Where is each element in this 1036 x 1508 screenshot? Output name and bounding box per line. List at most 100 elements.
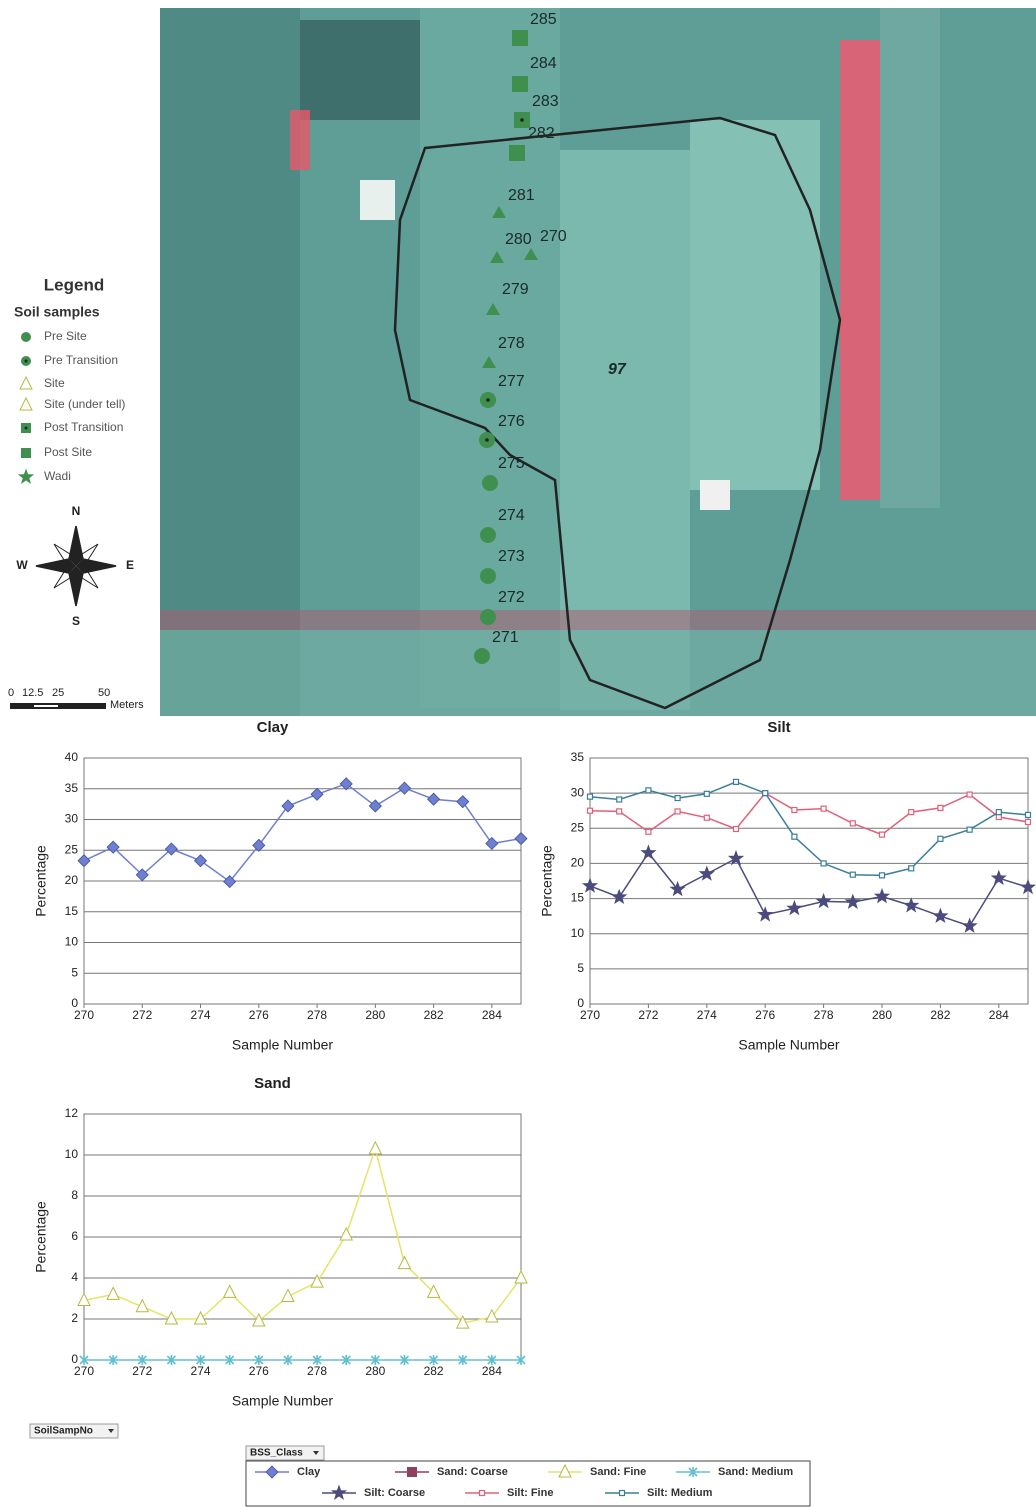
data-point	[586, 807, 594, 814]
plot-frame	[83, 757, 522, 1005]
data-point	[849, 820, 856, 827]
data-point	[370, 1355, 380, 1365]
data-point	[310, 1273, 324, 1288]
data-point	[341, 1355, 351, 1365]
sample-label: 277	[498, 373, 525, 390]
data-point	[79, 1355, 89, 1365]
legend-label: Sand: Fine	[590, 1466, 646, 1478]
sample-marker	[486, 303, 500, 315]
compass-e: E	[126, 558, 134, 572]
data-point	[485, 836, 499, 851]
sample-label: 279	[502, 281, 529, 298]
data-point	[106, 1286, 120, 1300]
x-tick-label: 280	[365, 1364, 385, 1378]
data-point	[166, 1355, 176, 1365]
data-point	[878, 872, 886, 879]
data-point	[485, 1308, 499, 1323]
sample-marker	[512, 30, 528, 46]
series-line	[589, 792, 1029, 836]
y-tick-label: 35	[65, 781, 79, 795]
x-tick-label: 282	[424, 1364, 444, 1378]
data-point	[225, 1355, 235, 1365]
legend-marker	[558, 1463, 572, 1478]
row-field-label: SoilSampNo	[34, 1426, 93, 1437]
y-axis-label: Percentage	[33, 1201, 49, 1273]
sample-marker	[490, 251, 504, 263]
data-point	[137, 1355, 147, 1365]
series-line	[83, 1146, 522, 1324]
y-tick-label: 10	[571, 926, 585, 940]
legend-marker	[618, 1489, 626, 1497]
y-tick-label: 15	[65, 904, 79, 918]
data-point	[995, 809, 1002, 816]
data-point	[368, 1140, 383, 1155]
data-point	[135, 868, 149, 882]
x-tick-label: 280	[872, 1008, 892, 1022]
plot-frame	[589, 757, 1029, 1005]
map-legend-label: Pre Transition	[44, 353, 118, 367]
series-line	[83, 782, 522, 883]
sample-label: 270	[540, 228, 567, 245]
scale-label: 12.5	[22, 687, 43, 699]
data-point	[193, 1310, 208, 1325]
data-point	[399, 1355, 410, 1365]
legend-label: Sand: Medium	[718, 1466, 793, 1478]
legend-label: Clay	[297, 1466, 321, 1478]
data-point	[281, 1288, 295, 1302]
sample-marker	[524, 248, 538, 260]
data-point	[514, 831, 528, 846]
x-tick-label: 284	[989, 1008, 1009, 1022]
x-tick-label: 284	[482, 1008, 502, 1022]
data-point	[757, 906, 774, 922]
row-field-button[interactable]	[29, 1423, 119, 1439]
x-tick-label: 272	[638, 1008, 658, 1022]
y-tick-label: 40	[65, 750, 79, 764]
chart-title: Clay	[257, 719, 289, 736]
chart-title: Silt	[767, 719, 790, 736]
data-point	[703, 790, 710, 797]
x-tick-label: 274	[697, 1008, 717, 1022]
x-tick-label: 278	[307, 1364, 327, 1378]
data-point	[937, 835, 944, 842]
data-point	[223, 875, 237, 889]
data-point	[108, 1355, 118, 1365]
data-point	[222, 1284, 237, 1298]
data-point	[251, 1312, 266, 1327]
data-point	[873, 888, 891, 904]
y-tick-label: 20	[571, 856, 585, 870]
map-overlay: 285 284 283 282 281 280 270 279 278 277 276 275 274 2…	[474, 11, 627, 664]
y-tick-label: 25	[65, 842, 79, 856]
sample-label: 283	[532, 93, 559, 110]
y-tick-label: 10	[65, 935, 79, 949]
data-point	[820, 805, 827, 812]
data-point	[961, 917, 978, 933]
sample-marker	[482, 475, 498, 491]
y-axis-label: Percentage	[539, 845, 555, 917]
data-point	[908, 865, 915, 872]
sample-label: 273	[498, 548, 525, 565]
data-point	[674, 794, 681, 802]
x-tick-label: 280	[365, 1008, 385, 1022]
y-tick-label: 2	[71, 1311, 78, 1325]
sample-marker	[509, 145, 525, 161]
series-line	[589, 851, 1029, 927]
data-point	[640, 844, 657, 860]
y-tick-label: 5	[71, 965, 78, 979]
sample-marker	[492, 206, 506, 218]
compass-s: S	[72, 614, 80, 628]
data-point	[164, 1310, 179, 1325]
sample-label: 274	[498, 507, 525, 524]
data-point	[106, 840, 120, 854]
data-point	[727, 850, 745, 866]
data-point	[1024, 811, 1032, 819]
sample-marker	[482, 356, 496, 368]
legend-field-button[interactable]	[245, 1445, 325, 1461]
x-tick-label: 284	[482, 1364, 502, 1378]
sample-dot	[486, 398, 490, 402]
legend-field-label: BSS_Class	[250, 1448, 303, 1459]
data-point	[456, 795, 470, 809]
data-point	[254, 1355, 264, 1365]
data-point	[762, 790, 769, 797]
data-point	[616, 808, 623, 815]
